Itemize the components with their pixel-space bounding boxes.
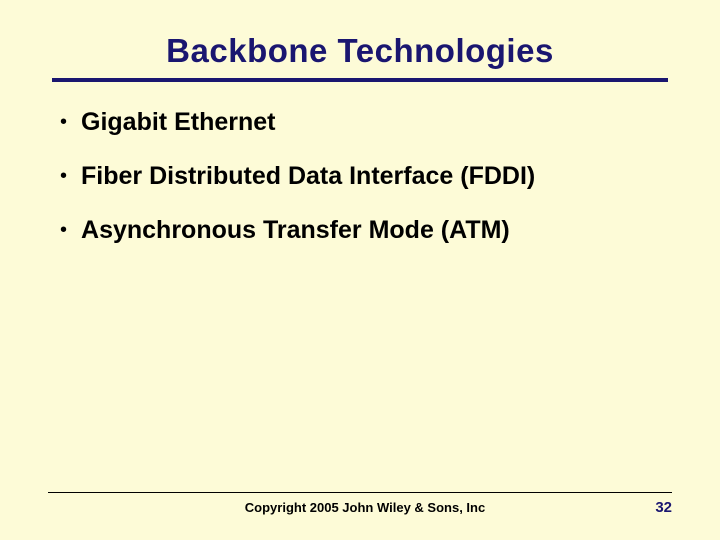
footer-rule (48, 492, 672, 493)
slide-title: Backbone Technologies (48, 32, 672, 70)
title-underline (52, 78, 668, 82)
bullet-icon: • (60, 160, 67, 192)
footer-row: Copyright 2005 John Wiley & Sons, Inc 32 (48, 499, 672, 516)
bullet-icon: • (60, 214, 67, 246)
bullet-text: Fiber Distributed Data Interface (FDDI) (81, 160, 535, 192)
bullet-text: Gigabit Ethernet (81, 106, 275, 138)
list-item: • Gigabit Ethernet (60, 106, 672, 138)
list-item: • Asynchronous Transfer Mode (ATM) (60, 214, 672, 246)
page-number: 32 (642, 499, 672, 516)
slide-footer: Copyright 2005 John Wiley & Sons, Inc 32 (48, 492, 672, 516)
bullet-icon: • (60, 106, 67, 138)
list-item: • Fiber Distributed Data Interface (FDDI… (60, 160, 672, 192)
slide: Backbone Technologies • Gigabit Ethernet… (0, 0, 720, 540)
copyright-text: Copyright 2005 John Wiley & Sons, Inc (88, 500, 642, 515)
bullet-text: Asynchronous Transfer Mode (ATM) (81, 214, 510, 246)
bullet-list: • Gigabit Ethernet • Fiber Distributed D… (48, 106, 672, 246)
